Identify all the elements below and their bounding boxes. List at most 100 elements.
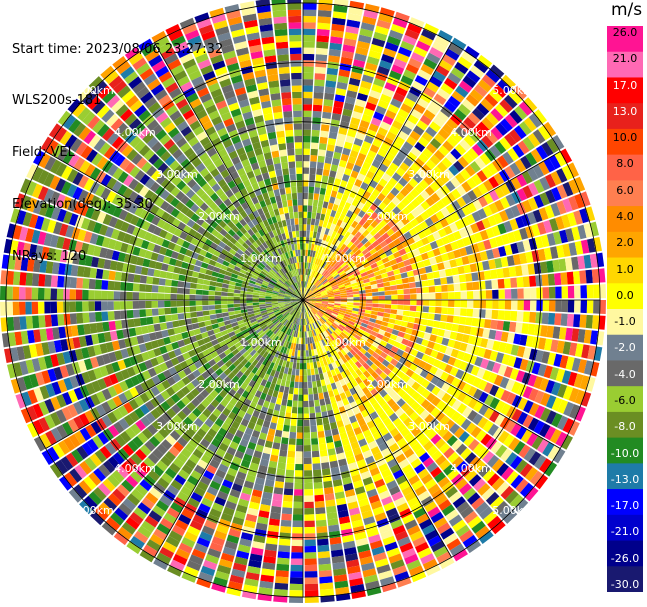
range-gate <box>94 290 102 300</box>
range-gate <box>395 279 403 285</box>
range-gate <box>311 323 315 330</box>
range-gate <box>474 157 486 169</box>
range-gate <box>346 294 354 298</box>
range-gate <box>446 315 454 323</box>
range-gate <box>567 300 575 313</box>
range-gate <box>513 125 527 140</box>
range-gate <box>543 247 553 260</box>
range-gate <box>349 262 356 269</box>
range-gate <box>528 388 539 402</box>
range-gate <box>319 276 326 282</box>
range-gate <box>272 442 281 450</box>
range-gate <box>503 220 513 233</box>
range-gate <box>363 316 371 321</box>
range-gate <box>467 254 476 264</box>
range-gate <box>387 241 396 249</box>
range-gate <box>423 440 434 452</box>
range-gate <box>357 328 365 335</box>
range-gate <box>271 300 278 302</box>
range-gate <box>354 353 361 361</box>
range-gate <box>592 315 600 330</box>
range-gate <box>504 343 513 355</box>
range-gate <box>566 271 574 285</box>
radar-ray <box>303 300 606 330</box>
range-gate <box>341 340 348 347</box>
range-gate <box>376 278 384 284</box>
range-gate <box>214 295 221 300</box>
range-gate <box>465 422 477 434</box>
range-gate <box>494 103 509 118</box>
range-gate <box>202 290 209 295</box>
range-gate <box>536 287 543 299</box>
range-gate <box>325 273 331 279</box>
range-gate <box>352 447 362 456</box>
range-gate <box>528 237 538 250</box>
range-gate <box>495 444 508 458</box>
range-gate <box>305 268 308 275</box>
range-gate <box>50 301 58 314</box>
range-gate <box>350 328 358 334</box>
range-gate <box>554 313 562 326</box>
range-gate <box>450 113 463 126</box>
range-gate <box>509 494 524 509</box>
range-gate <box>25 287 32 300</box>
range-gate <box>378 329 386 336</box>
range-gate <box>69 301 77 313</box>
range-gate <box>326 403 333 411</box>
range-gate <box>317 239 323 246</box>
range-gate <box>449 331 458 340</box>
radar-ray <box>303 135 565 300</box>
range-gate <box>490 126 504 140</box>
radar-ray <box>303 3 380 300</box>
range-gate <box>317 266 322 273</box>
range-gate <box>279 449 288 457</box>
range-gate <box>171 314 179 321</box>
range-gate <box>574 389 586 405</box>
range-gate <box>304 590 319 597</box>
range-gate <box>376 333 384 340</box>
range-gate <box>317 311 323 317</box>
range-gate <box>314 291 321 295</box>
range-gate <box>403 97 416 108</box>
range-gate <box>326 442 335 450</box>
range-gate <box>395 407 405 418</box>
range-gate <box>304 558 317 566</box>
range-gate <box>507 332 515 344</box>
range-gate <box>292 514 303 521</box>
range-gate <box>363 516 376 526</box>
range-gate <box>309 296 316 299</box>
range-gate <box>303 116 312 124</box>
range-gate <box>372 402 381 411</box>
range-gate <box>356 331 364 338</box>
range-gate <box>500 118 513 132</box>
range-gate <box>321 278 328 284</box>
range-gate <box>429 46 444 59</box>
range-gate <box>484 394 495 407</box>
range-gate <box>363 68 376 78</box>
range-gate <box>240 303 247 307</box>
range-gate <box>517 397 528 411</box>
range-gate <box>389 233 398 241</box>
range-gate <box>568 179 580 195</box>
range-gate <box>246 294 253 298</box>
range-gate <box>478 404 489 416</box>
range-gate <box>528 402 540 416</box>
range-gate <box>305 288 308 295</box>
range-gate <box>315 374 321 381</box>
range-gate <box>473 401 484 413</box>
range-gate <box>318 143 327 151</box>
range-gate <box>309 284 314 290</box>
range-gate <box>151 300 158 308</box>
range-gate <box>389 125 400 136</box>
range-gate <box>397 130 409 141</box>
range-gate <box>373 111 384 121</box>
range-gate <box>327 291 334 295</box>
range-gate <box>364 341 372 348</box>
range-gate <box>258 302 266 305</box>
range-gate <box>368 123 379 133</box>
range-gate <box>451 399 462 411</box>
range-gate <box>303 186 309 193</box>
range-gate <box>307 218 312 225</box>
range-gate <box>233 296 240 300</box>
range-gate <box>453 307 461 316</box>
